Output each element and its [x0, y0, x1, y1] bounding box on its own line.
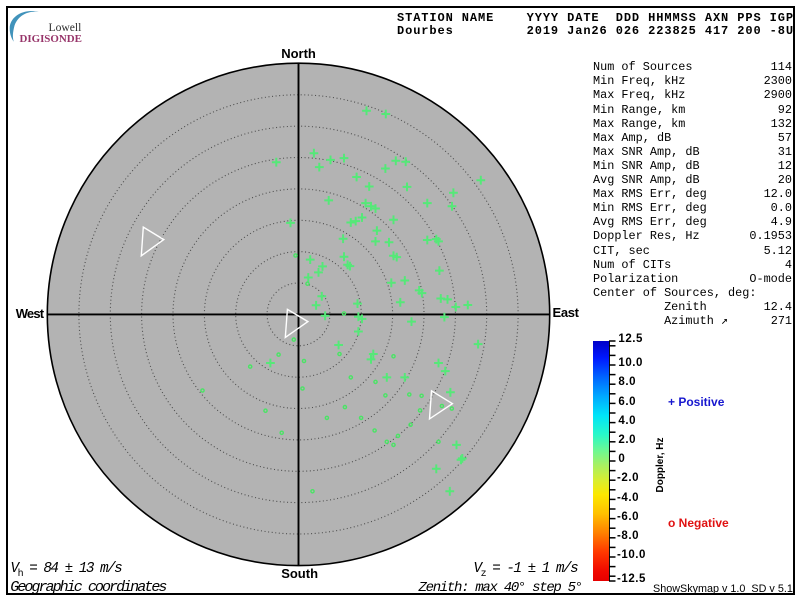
svg-text:Lowell: Lowell	[49, 21, 82, 34]
svg-text:DIGISONDE: DIGISONDE	[20, 33, 82, 45]
